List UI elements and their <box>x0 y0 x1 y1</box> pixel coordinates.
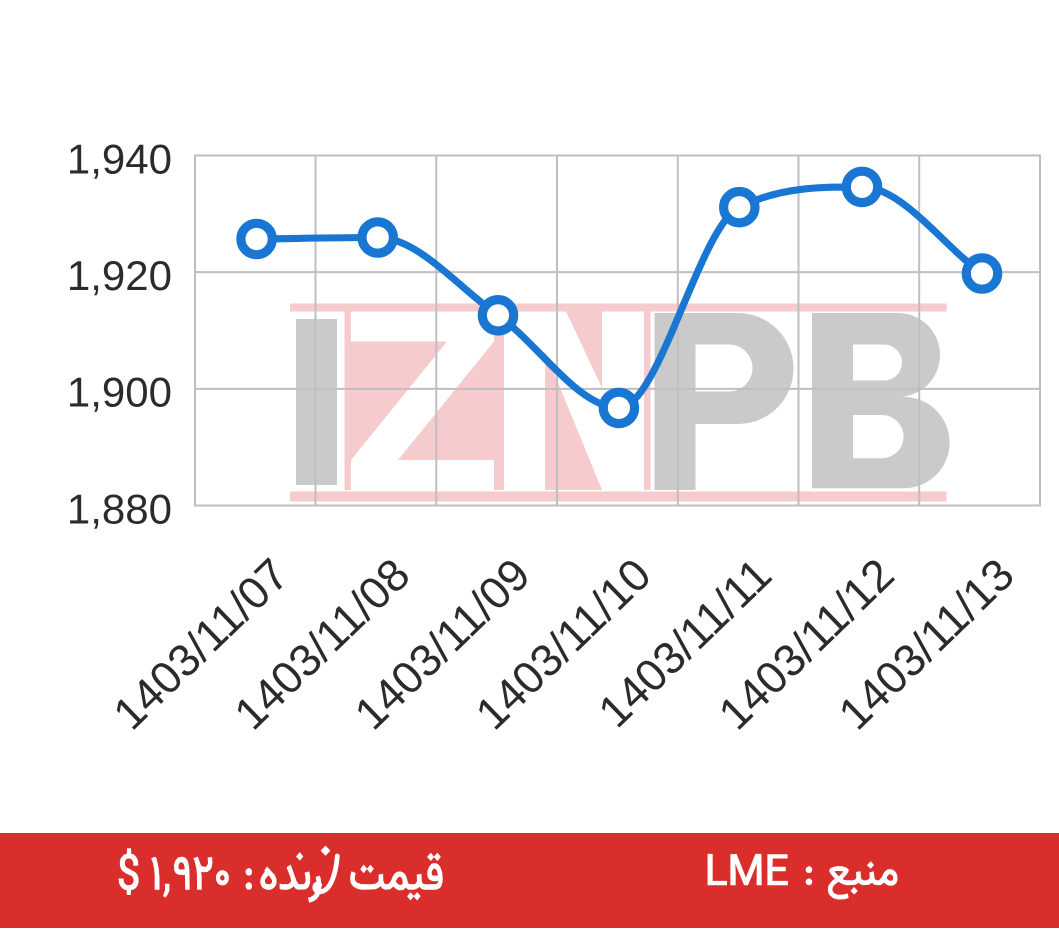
svg-text:1,900: 1,900 <box>67 369 172 416</box>
svg-text:1,880: 1,880 <box>67 485 172 532</box>
svg-text:1,940: 1,940 <box>67 135 172 182</box>
svg-text:1,920: 1,920 <box>67 252 172 299</box>
